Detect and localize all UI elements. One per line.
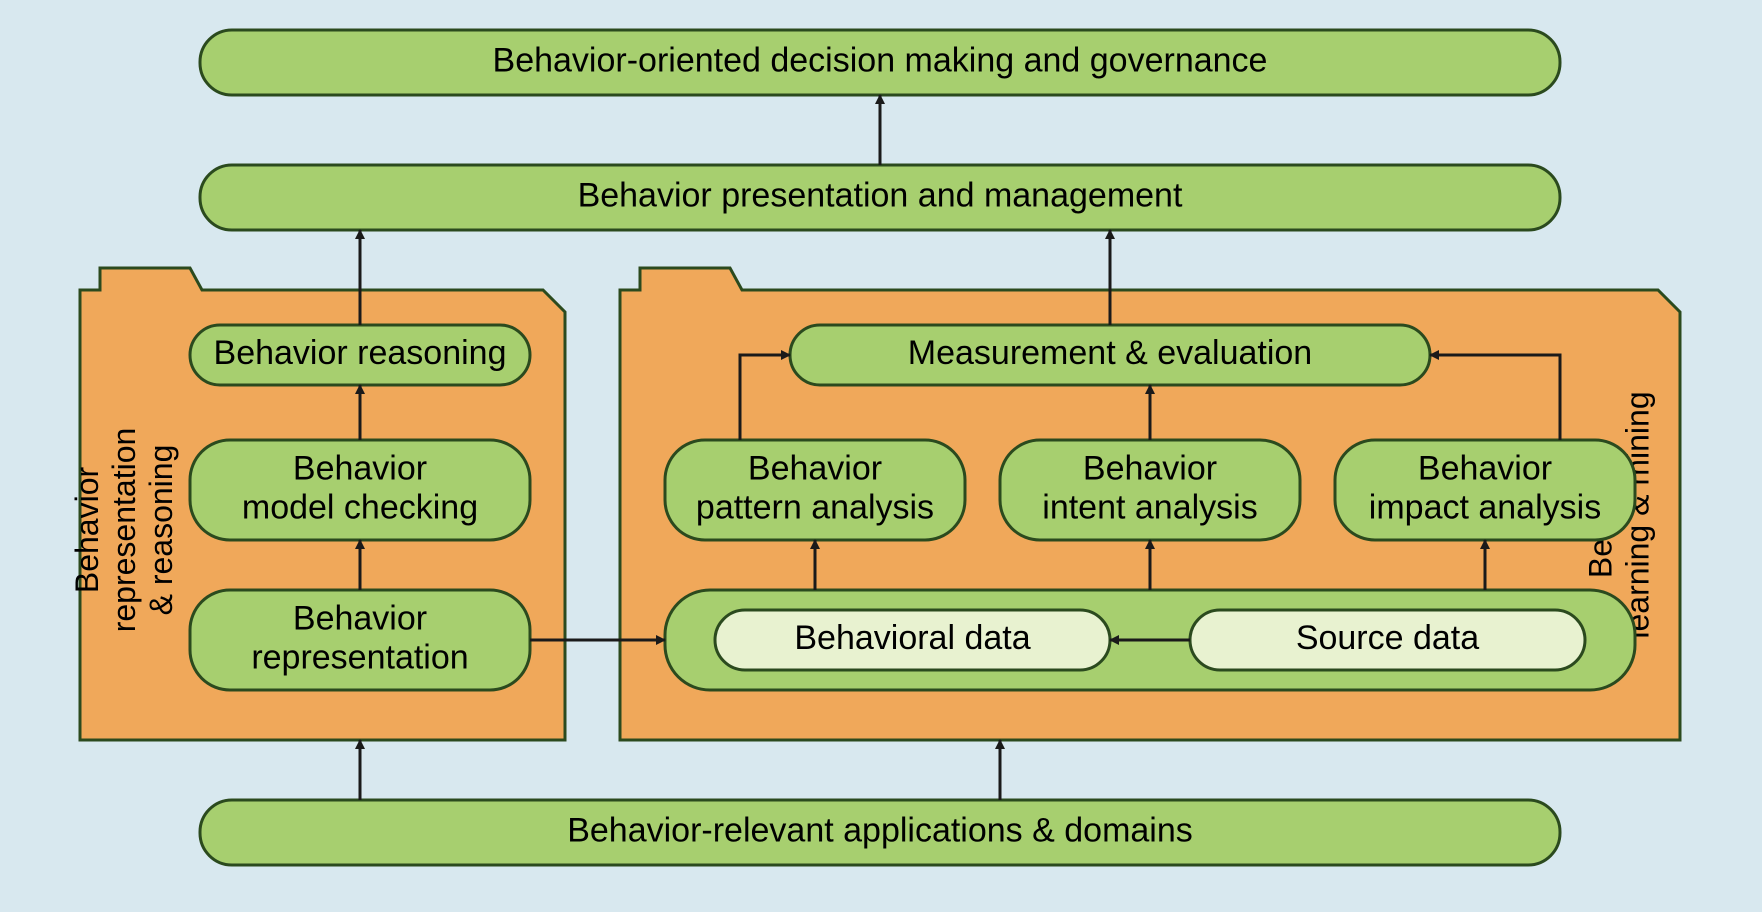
node-sourcedata: Source data — [1190, 610, 1585, 670]
node-representation: Behaviorrepresentation — [190, 590, 530, 690]
node-top2-label: Behavior presentation and management — [578, 176, 1183, 214]
node-behavdata: Behavioral data — [715, 610, 1110, 670]
node-top1: Behavior-oriented decision making and go… — [200, 30, 1560, 95]
node-impact: Behaviorimpact analysis — [1335, 440, 1635, 540]
node-intent: Behaviorintent analysis — [1000, 440, 1300, 540]
node-measurement: Measurement & evaluation — [790, 325, 1430, 385]
node-top1-label: Behavior-oriented decision making and go… — [493, 41, 1268, 79]
node-measurement-label: Measurement & evaluation — [908, 334, 1312, 372]
behavior-flowchart: Behaviorrepresentation& reasoningBehavio… — [0, 0, 1762, 912]
node-modelcheck: Behaviormodel checking — [190, 440, 530, 540]
node-bottom: Behavior-relevant applications & domains — [200, 800, 1560, 865]
node-pattern: Behaviorpattern analysis — [665, 440, 965, 540]
node-reasoning-label: Behavior reasoning — [214, 334, 507, 372]
node-bottom-label: Behavior-relevant applications & domains — [567, 811, 1193, 849]
node-sourcedata-label: Source data — [1296, 619, 1479, 657]
node-reasoning: Behavior reasoning — [190, 325, 530, 385]
node-top2: Behavior presentation and management — [200, 165, 1560, 230]
node-behavdata-label: Behavioral data — [794, 619, 1030, 657]
